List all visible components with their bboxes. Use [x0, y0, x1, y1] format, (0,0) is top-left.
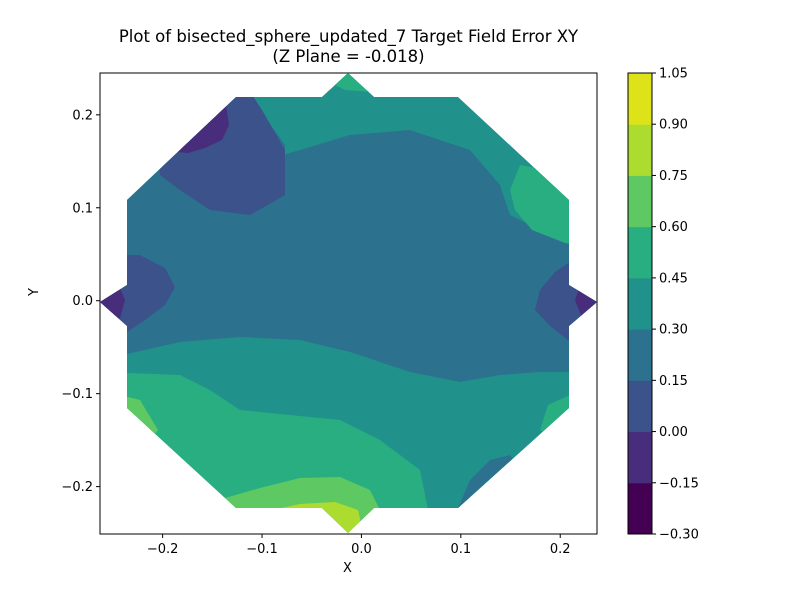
colorbar-segment: [628, 431, 652, 484]
x-axis-label: X: [343, 561, 352, 576]
colorbar-segment: [628, 380, 652, 433]
colorbar-segment: [628, 277, 652, 330]
colorbar-segment: [628, 73, 652, 125]
colorbar-tick-label: 0.90: [659, 118, 688, 133]
contour-region-left-low: [100, 283, 125, 320]
x-tick-label: −0.1: [246, 542, 278, 557]
colorbar-frame: [627, 72, 653, 535]
x-axis-ticks: −0.2 −0.1 0.0 0.1 0.2: [147, 534, 571, 557]
colorbar-tick-label: 0.60: [659, 220, 688, 235]
x-tick-label: 0.0: [351, 542, 372, 557]
x-tick-label: −0.2: [147, 542, 179, 557]
y-axis-label: Y: [27, 288, 42, 296]
x-tick-label: 0.1: [450, 542, 471, 557]
y-axis-ticks: −0.2 −0.1 0.0 0.1 0.2: [61, 108, 100, 495]
y-tick-label: −0.2: [61, 480, 93, 495]
colorbar-tick-label: 0.30: [659, 323, 688, 338]
chart-subtitle: (Z Plane = -0.018): [272, 47, 425, 66]
colorbar-segment: [628, 226, 652, 279]
colorbar-tick-label: −0.30: [659, 528, 699, 543]
y-tick-label: 0.1: [72, 201, 93, 216]
colorbar-segment: [628, 329, 652, 381]
colorbar-tick-label: 0.75: [659, 169, 688, 184]
colorbar: −0.30 −0.15 0.00 0.15 0.30 0.45 0.60 0.75 0.90 1.…: [627, 67, 699, 543]
y-tick-label: −0.1: [61, 387, 93, 402]
contour-band-top: [280, 90, 450, 148]
colorbar-tick-label: 0.45: [659, 271, 688, 286]
colorbar-tick-label: −0.15: [659, 476, 699, 491]
y-tick-label: 0.0: [72, 294, 93, 309]
chart-title: Plot of bisected_sphere_updated_7 Target…: [118, 27, 579, 46]
y-tick-label: 0.2: [72, 108, 93, 123]
x-tick-label: 0.2: [550, 542, 571, 557]
colorbar-tick-label: 0.00: [659, 425, 688, 440]
colorbar-tick-label: 1.05: [659, 67, 688, 82]
colorbar-segment: [628, 175, 652, 228]
colorbar-tick-label: 0.15: [659, 374, 688, 389]
colorbar-segment: [628, 124, 652, 176]
colorbar-segment: [628, 482, 652, 535]
